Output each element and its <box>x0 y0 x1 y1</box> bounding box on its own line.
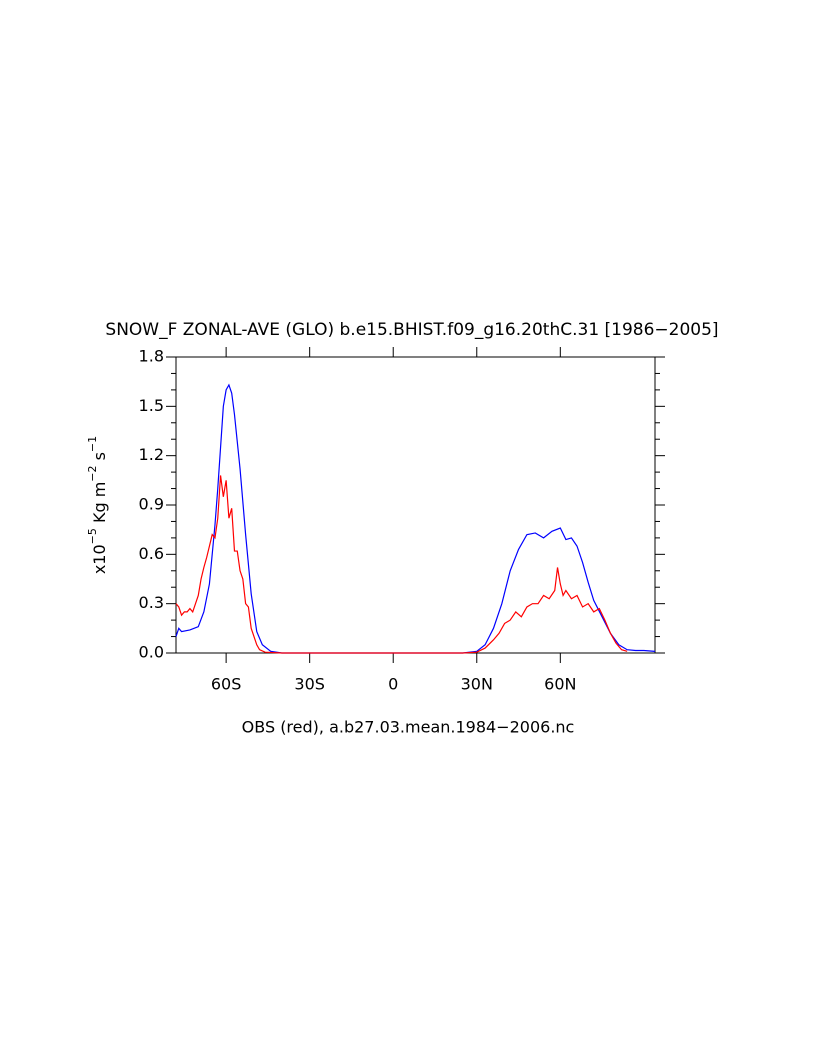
x-tick-label: 60S <box>211 675 242 694</box>
chart-title: SNOW_F ZONAL-AVE (GLO) b.e15.BHIST.f09_g… <box>105 320 718 340</box>
y-axis-label-part: x10 <box>90 544 109 574</box>
x-tick-label: 0 <box>388 675 398 694</box>
y-tick-label: 0.6 <box>139 544 164 563</box>
data-line <box>175 475 628 654</box>
y-axis-label-part: Kg m <box>90 482 109 528</box>
y-axis-label-superscript: −5 <box>86 528 99 544</box>
y-tick-label: 1.5 <box>139 396 164 415</box>
x-tick-label: 30S <box>294 675 325 694</box>
x-axis-label: OBS (red), a.b27.03.mean.1984−2006.nc <box>242 718 575 737</box>
plot-frame <box>175 356 656 654</box>
y-tick-label: 0.0 <box>139 643 164 662</box>
y-tick-label: 0.9 <box>139 495 164 514</box>
data-line <box>175 383 656 654</box>
y-tick-label: 0.3 <box>139 593 164 612</box>
y-axis-label-part: s <box>90 452 109 465</box>
x-tick-label: 30N <box>461 675 493 694</box>
y-axis-label-superscript: −1 <box>86 436 99 452</box>
y-tick-label: 1.8 <box>139 347 164 366</box>
x-tick-label: 60N <box>544 675 576 694</box>
y-tick-label: 1.2 <box>139 445 164 464</box>
y-axis-label: x10−5 Kg m−2 s−1 <box>86 436 109 574</box>
y-axis-label-superscript: −2 <box>86 465 99 481</box>
